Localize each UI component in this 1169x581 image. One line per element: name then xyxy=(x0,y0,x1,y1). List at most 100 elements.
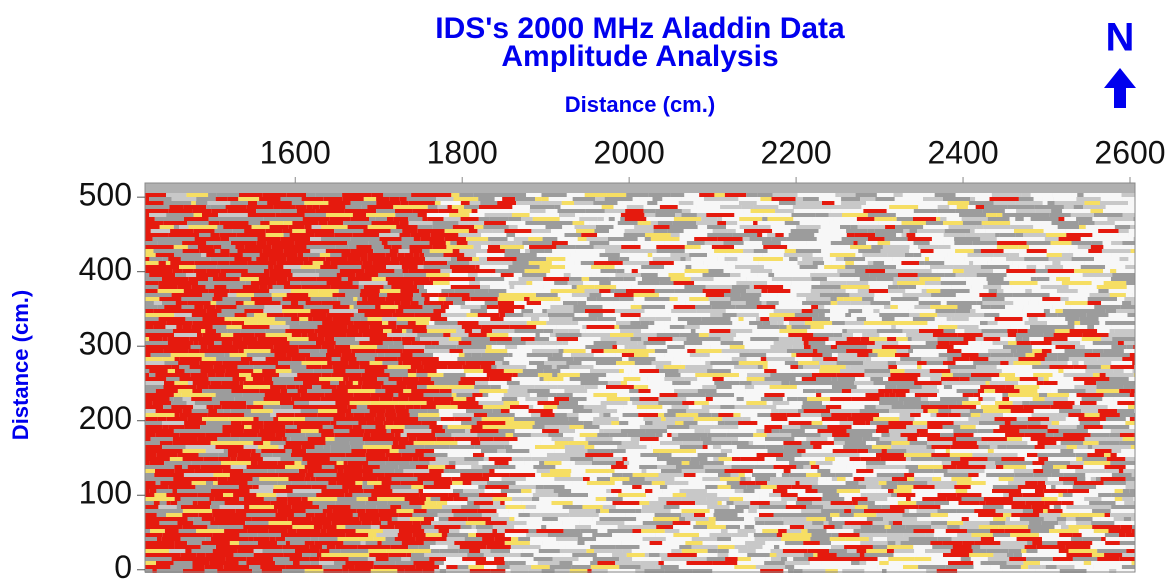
image-cell xyxy=(782,509,802,513)
image-cell xyxy=(1033,225,1042,229)
image-cell xyxy=(730,369,746,373)
image-cell xyxy=(650,221,658,225)
image-cell xyxy=(1017,453,1027,457)
image-cell xyxy=(300,265,321,269)
image-cell xyxy=(463,369,484,373)
image-cell xyxy=(455,261,470,265)
image-cell xyxy=(360,257,368,261)
image-cell xyxy=(1107,261,1131,265)
image-cell xyxy=(1119,389,1131,393)
image-cell xyxy=(915,409,924,413)
image-cell xyxy=(264,305,283,309)
image-cell xyxy=(321,225,330,229)
image-cell xyxy=(741,321,749,325)
image-cell xyxy=(449,273,468,277)
image-cell xyxy=(196,273,219,277)
image-cell xyxy=(345,293,360,297)
image-cell xyxy=(646,217,666,221)
image-cell xyxy=(423,453,448,457)
image-cell xyxy=(930,305,958,309)
image-cell xyxy=(461,393,473,397)
image-cell xyxy=(881,485,898,489)
image-cell xyxy=(828,521,845,525)
image-cell xyxy=(402,269,409,273)
image-cell xyxy=(788,333,814,337)
image-cell xyxy=(849,433,873,437)
image-cell xyxy=(281,517,288,521)
image-cell xyxy=(437,521,466,525)
image-cell xyxy=(225,205,247,209)
image-cell xyxy=(825,517,832,521)
image-cell xyxy=(370,401,399,405)
image-cell xyxy=(885,381,915,385)
image-cell xyxy=(820,473,836,477)
image-cell xyxy=(644,237,651,241)
image-cell xyxy=(268,529,280,533)
image-cell xyxy=(927,429,954,433)
image-cell xyxy=(677,205,697,209)
image-cell xyxy=(285,433,306,437)
image-cell xyxy=(917,517,942,521)
image-cell xyxy=(600,269,617,273)
image-cell xyxy=(334,437,363,441)
image-cell xyxy=(402,229,418,233)
image-cell xyxy=(947,365,977,369)
image-cell xyxy=(298,301,306,305)
image-cell xyxy=(1129,417,1135,421)
image-cell xyxy=(173,397,183,401)
image-cell xyxy=(501,381,507,385)
image-cell xyxy=(531,497,540,501)
image-cell xyxy=(249,361,263,365)
image-cell xyxy=(199,249,215,253)
image-cell xyxy=(945,449,950,453)
image-cell xyxy=(673,261,704,265)
image-cell xyxy=(852,501,858,505)
image-cell xyxy=(337,497,357,501)
image-cell xyxy=(699,461,724,465)
image-cell xyxy=(527,293,536,297)
image-cell xyxy=(152,401,171,405)
image-cell xyxy=(620,329,641,333)
image-cell xyxy=(684,377,698,381)
image-cell xyxy=(1100,197,1123,201)
image-cell xyxy=(351,309,358,313)
image-cell xyxy=(391,477,418,481)
image-cell xyxy=(621,353,635,357)
image-cell xyxy=(703,465,732,469)
image-cell xyxy=(734,405,762,409)
image-cell xyxy=(1095,277,1111,281)
image-cell xyxy=(823,357,838,361)
image-cell xyxy=(872,433,882,437)
image-cell xyxy=(415,357,439,361)
image-cell xyxy=(865,393,885,397)
image-cell xyxy=(630,321,641,325)
image-cell xyxy=(340,481,356,485)
image-cell xyxy=(258,417,274,421)
image-cell xyxy=(512,353,520,357)
image-cell xyxy=(458,381,475,385)
image-cell xyxy=(949,501,959,505)
image-cell xyxy=(889,293,903,297)
image-cell xyxy=(159,441,173,445)
image-cell xyxy=(361,373,390,377)
image-cell xyxy=(398,529,425,533)
image-cell xyxy=(694,281,723,285)
image-cell xyxy=(155,433,180,437)
image-cell xyxy=(358,381,363,385)
image-cell xyxy=(280,209,297,213)
image-cell xyxy=(215,393,243,397)
image-cell xyxy=(503,317,531,321)
image-cell xyxy=(145,349,164,353)
image-cell xyxy=(579,409,593,413)
image-cell xyxy=(460,201,470,205)
image-cell xyxy=(185,293,202,297)
image-cell xyxy=(492,525,515,529)
image-cell xyxy=(337,265,362,269)
image-cell xyxy=(304,225,312,229)
image-cell xyxy=(176,325,183,329)
image-cell xyxy=(231,321,244,325)
image-cell xyxy=(1128,377,1135,381)
image-cell xyxy=(952,357,970,361)
image-cell xyxy=(631,285,656,289)
image-cell xyxy=(313,525,323,529)
